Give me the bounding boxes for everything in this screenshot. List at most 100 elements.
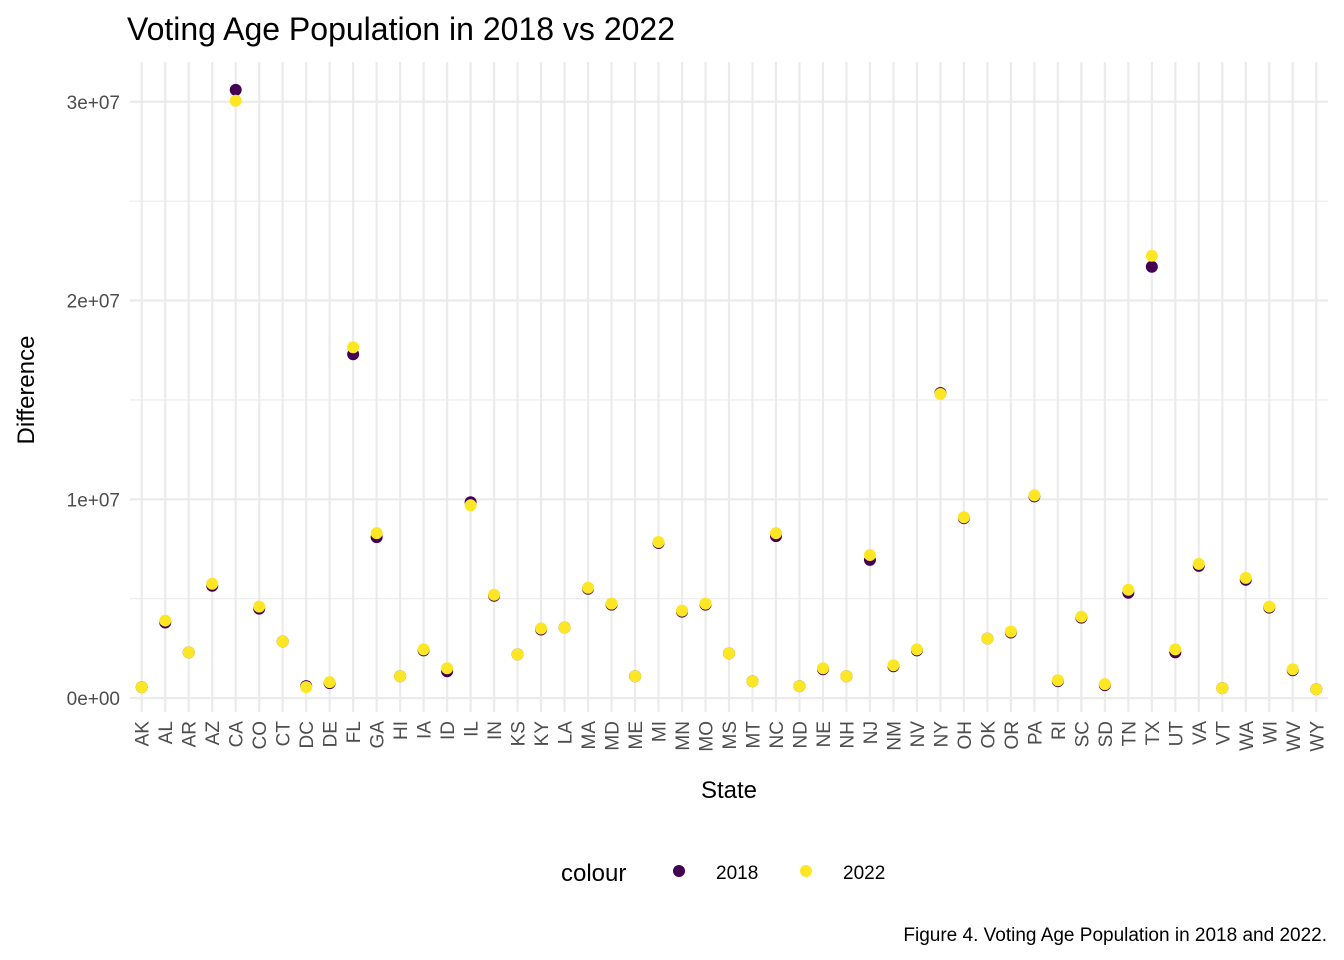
- point-2022-mi: [652, 536, 665, 549]
- x-tick-label-wa: WA: [1237, 721, 1258, 751]
- point-2022-mn: [676, 604, 689, 617]
- x-tick-label-wv: WV: [1284, 721, 1305, 752]
- point-2018-ca: [229, 83, 242, 96]
- x-tick-label-hi: HI: [391, 721, 412, 740]
- point-2022-mt: [746, 675, 759, 688]
- x-tick-label-wi: WI: [1260, 721, 1281, 744]
- legend-label-2022: 2022: [843, 863, 885, 884]
- y-axis-ticks: 0e+00 1e+07 2e+07 3e+07: [67, 93, 120, 710]
- x-axis-title: State: [701, 777, 757, 804]
- x-tick-label-ar: AR: [180, 721, 201, 747]
- x-tick-label-ca: CA: [227, 721, 248, 748]
- legend-marker-2022: [800, 865, 812, 877]
- point-2022-wy: [1310, 683, 1323, 696]
- point-2022-ut: [1169, 643, 1182, 656]
- point-2022-nh: [840, 670, 853, 683]
- legend-title: colour: [561, 860, 626, 887]
- point-2022-nd: [793, 680, 806, 693]
- x-tick-label-ms: MS: [720, 721, 741, 750]
- x-tick-label-tn: TN: [1119, 721, 1140, 746]
- point-2022-wv: [1286, 663, 1299, 676]
- point-2022-ri: [1051, 674, 1064, 687]
- x-tick-label-de: DE: [321, 721, 342, 747]
- x-tick-label-vt: VT: [1213, 721, 1234, 746]
- point-2022-dc: [300, 681, 313, 694]
- point-2022-ny: [934, 387, 947, 400]
- point-2022-vt: [1216, 682, 1229, 695]
- x-tick-label-dc: DC: [297, 721, 318, 748]
- x-tick-label-wy: WY: [1307, 721, 1328, 752]
- point-2022-ks: [511, 648, 524, 661]
- x-tick-label-mn: MN: [673, 721, 694, 751]
- point-2022-va: [1192, 557, 1205, 570]
- x-tick-label-in: IN: [485, 721, 506, 740]
- x-tick-label-nm: NM: [884, 721, 905, 751]
- x-tick-label-ia: IA: [415, 721, 436, 739]
- x-tick-label-ky: KY: [532, 721, 553, 747]
- point-2022-ma: [582, 581, 595, 594]
- legend-marker-2018: [673, 865, 685, 877]
- x-tick-label-id: ID: [438, 721, 459, 740]
- x-tick-label-la: LA: [556, 721, 577, 745]
- point-2022-nm: [887, 659, 900, 672]
- point-2022-hi: [394, 670, 407, 683]
- point-2022-nc: [769, 527, 782, 540]
- x-tick-label-va: VA: [1190, 721, 1211, 745]
- point-2022-pa: [1028, 489, 1041, 502]
- point-2022-ar: [182, 646, 195, 659]
- point-2022-wi: [1263, 600, 1276, 613]
- x-tick-label-nh: NH: [837, 721, 858, 748]
- x-tick-label-ct: CT: [274, 721, 295, 747]
- point-2022-co: [253, 600, 266, 613]
- x-tick-label-me: ME: [626, 721, 647, 750]
- point-2022-ok: [981, 632, 994, 645]
- point-2022-ia: [417, 643, 430, 656]
- point-2022-ms: [723, 647, 735, 660]
- y-axis-title: Difference: [13, 336, 40, 445]
- point-2022-or: [1004, 625, 1017, 638]
- point-2022-sd: [1098, 678, 1111, 691]
- point-2018-tx: [1145, 260, 1158, 273]
- legend: colour 2018 2022: [561, 860, 885, 887]
- point-2022-al: [159, 614, 172, 627]
- point-2022-ak: [135, 681, 148, 694]
- point-2022-nv: [910, 643, 923, 656]
- point-2022-me: [629, 670, 642, 683]
- point-2022-mo: [699, 597, 712, 610]
- x-tick-label-nj: NJ: [861, 721, 882, 744]
- point-2022-ga: [370, 527, 383, 540]
- figure-caption: Figure 4. Voting Age Population in 2018 …: [903, 925, 1327, 946]
- point-2022-ca: [229, 94, 242, 107]
- x-tick-label-sc: SC: [1072, 721, 1093, 747]
- point-2022-oh: [957, 511, 970, 524]
- point-2022-nj: [863, 548, 876, 561]
- point-2022-ne: [816, 662, 829, 675]
- point-2022-fl: [347, 341, 360, 354]
- x-tick-label-ny: NY: [931, 721, 952, 748]
- point-2022-ct: [276, 635, 289, 648]
- x-tick-label-il: IL: [462, 721, 483, 737]
- y-tick-label: 2e+07: [67, 292, 120, 313]
- legend-label-2018: 2018: [716, 863, 758, 884]
- x-tick-label-ks: KS: [509, 721, 530, 746]
- point-2022-id: [441, 662, 454, 675]
- x-tick-label-ri: RI: [1049, 721, 1070, 740]
- x-tick-label-nv: NV: [908, 721, 929, 748]
- x-tick-label-co: CO: [250, 721, 271, 750]
- plot-grid: [130, 62, 1328, 712]
- data-points: [135, 83, 1323, 696]
- point-2022-md: [605, 597, 618, 610]
- x-tick-label-ga: GA: [368, 721, 389, 749]
- point-2022-az: [206, 577, 219, 590]
- x-tick-label-fl: FL: [344, 721, 365, 743]
- point-2022-ky: [535, 622, 548, 635]
- point-2022-tn: [1122, 583, 1135, 596]
- x-tick-label-mo: MO: [697, 721, 718, 752]
- x-axis-ticks: AK AL AR AZ CA CO CT DC DE FL GA HI IA ID IL IN KS KY LA MA…: [133, 721, 1329, 752]
- x-tick-label-tx: TX: [1143, 721, 1164, 746]
- x-tick-label-az: AZ: [203, 721, 224, 746]
- x-tick-label-oh: OH: [955, 721, 976, 750]
- x-tick-label-mi: MI: [650, 721, 671, 742]
- x-tick-label-md: MD: [603, 721, 624, 751]
